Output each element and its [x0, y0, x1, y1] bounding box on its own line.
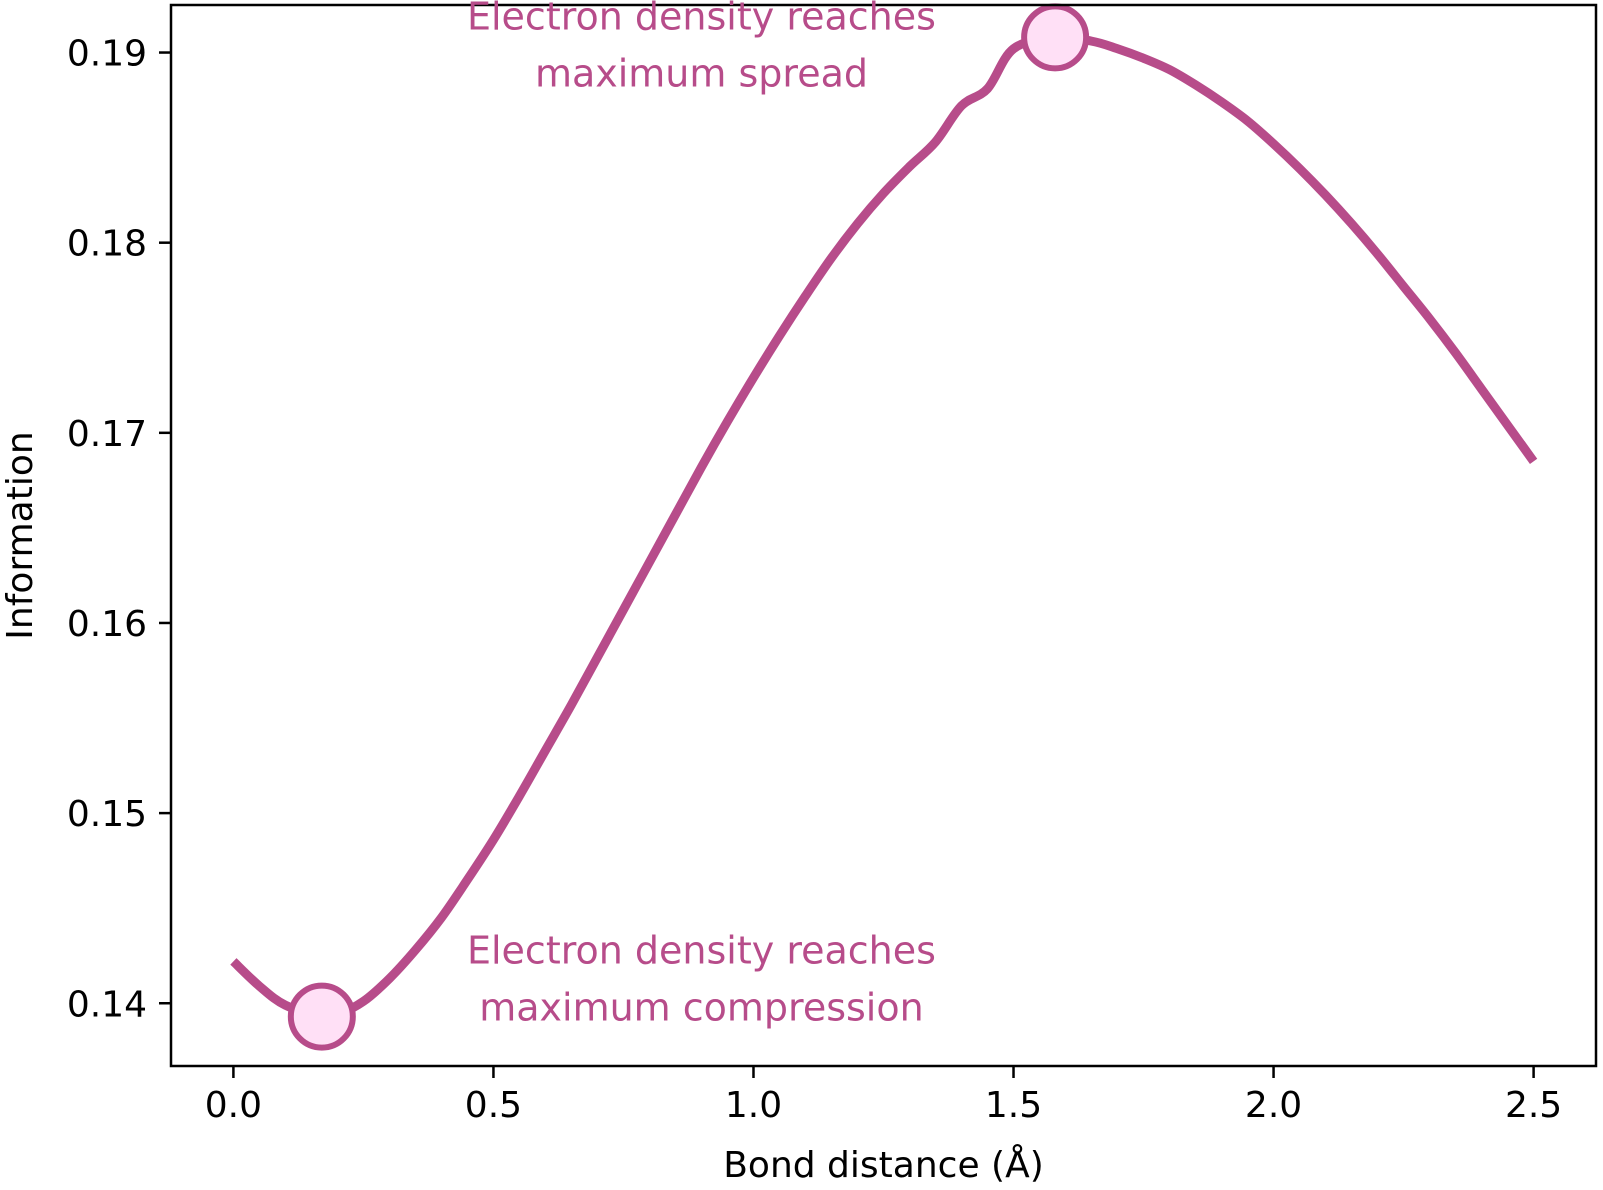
plot-frame — [169, 3, 1598, 1068]
plot-layer — [230, 3, 1538, 1051]
x-tick-label-1: 0.5 — [465, 1085, 522, 1126]
annotation-1-line-0: Electron density reaches — [467, 928, 936, 972]
y-tick-label-1: 0.15 — [67, 794, 147, 835]
y-tick-label-5: 0.19 — [67, 34, 147, 75]
annotation-0-line-1: maximum spread — [535, 52, 868, 96]
extremum-marker-1 — [1021, 3, 1090, 72]
y-tick-label-0: 0.14 — [67, 984, 147, 1025]
annotation-0-line-0: Electron density reaches — [467, 0, 936, 39]
extremum-marker-0 — [287, 982, 356, 1051]
x-tick-label-4: 2.0 — [1245, 1085, 1302, 1126]
y-tick-label-3: 0.17 — [67, 414, 147, 455]
text-layer: Bond distance (Å) Information Electron d… — [0, 0, 1562, 1186]
x-tick-label-5: 2.5 — [1505, 1085, 1562, 1126]
y-tick-label-4: 0.18 — [67, 224, 147, 265]
x-axis-title: Bond distance (Å) — [723, 1143, 1044, 1186]
series-line-0 — [230, 32, 1538, 1022]
x-tick-label-0: 0.0 — [205, 1085, 262, 1126]
y-axis-title: Information — [0, 431, 41, 639]
x-tick-label-2: 1.0 — [725, 1085, 782, 1126]
x-tick-label-3: 1.5 — [985, 1085, 1042, 1126]
y-tick-label-2: 0.16 — [67, 604, 147, 645]
axis-layer — [159, 3, 1598, 1078]
annotation-1-line-1: maximum compression — [479, 985, 923, 1029]
